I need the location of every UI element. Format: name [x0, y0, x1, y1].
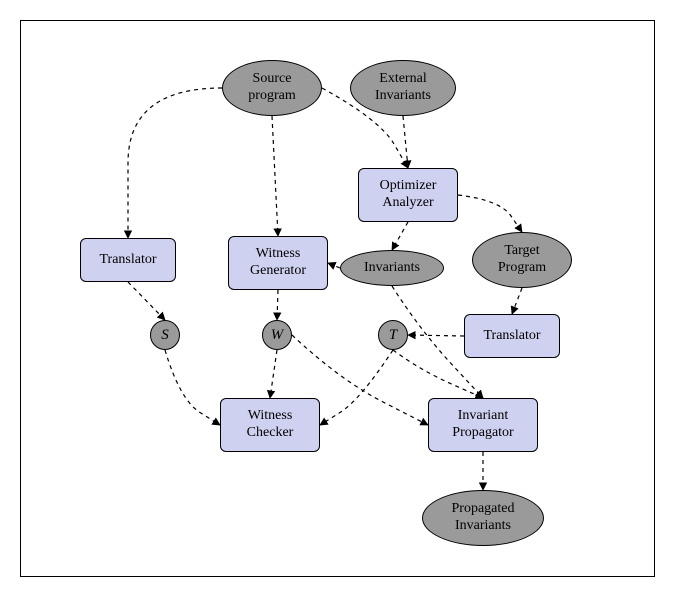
node-label: Invariants — [358, 256, 426, 281]
node-label: External Invariants — [369, 67, 437, 109]
node-label: T — [383, 322, 403, 348]
node-label: Translator — [477, 324, 546, 349]
node-label: Translator — [93, 248, 162, 273]
node-label: Source program — [242, 67, 301, 109]
node-label: Propagated Invariants — [446, 497, 521, 539]
node-witness-checker: Witness Checker — [220, 398, 320, 452]
node-t-node: T — [378, 320, 408, 350]
node-translator-right: Translator — [464, 314, 560, 358]
node-label: Optimizer Analyzer — [374, 174, 443, 216]
diagram-frame — [20, 20, 655, 577]
node-prop-inv: Propagated Invariants — [422, 490, 544, 546]
node-label: W — [265, 322, 290, 348]
node-label: Witness Checker — [241, 404, 300, 446]
node-optimizer: Optimizer Analyzer — [358, 168, 458, 222]
node-label: Witness Generator — [244, 242, 312, 284]
node-source-program: Source program — [222, 60, 322, 116]
node-witness-gen: Witness Generator — [228, 236, 328, 290]
node-external-inv: External Invariants — [350, 60, 456, 116]
node-inv-prop: Invariant Propagator — [428, 398, 538, 452]
node-translator-left: Translator — [80, 238, 176, 282]
node-invariants: Invariants — [340, 250, 444, 286]
node-w-node: W — [262, 320, 292, 350]
node-target-program: Target Program — [472, 232, 572, 288]
node-label: Target Program — [492, 239, 552, 281]
node-s-node: S — [150, 320, 180, 350]
node-label: Invariant Propagator — [446, 404, 519, 446]
node-label: S — [155, 322, 175, 348]
